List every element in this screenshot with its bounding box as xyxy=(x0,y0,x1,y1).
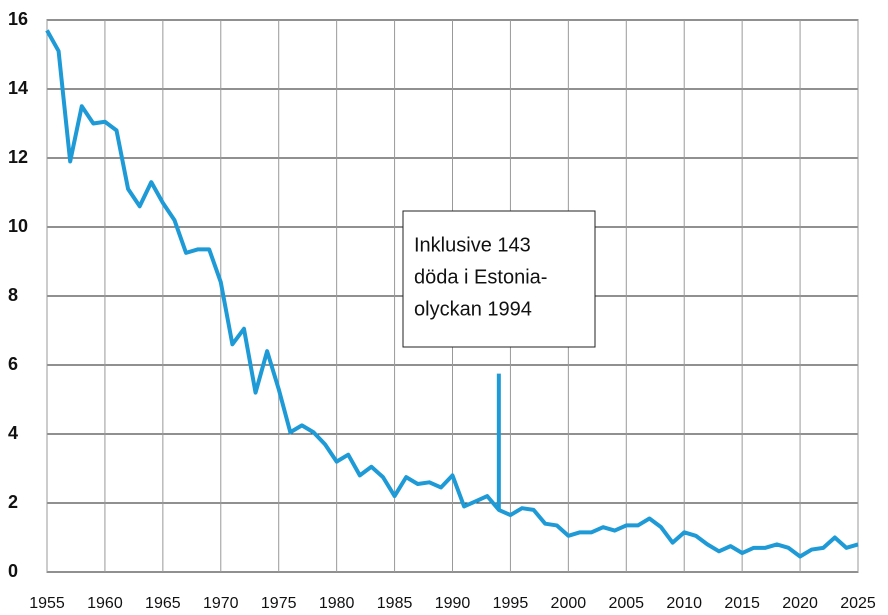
x-tick-label: 2020 xyxy=(782,595,818,612)
annotation-text: olyckan 1994 xyxy=(414,298,532,320)
y-tick-label: 2 xyxy=(8,492,18,512)
y-tick-label: 14 xyxy=(8,78,28,98)
x-tick-label: 2015 xyxy=(724,595,760,612)
x-tick-label: 2010 xyxy=(666,595,702,612)
x-tick-label: 1965 xyxy=(145,595,181,612)
x-tick-label: 1980 xyxy=(319,595,355,612)
x-tick-label: 1990 xyxy=(435,595,471,612)
y-tick-label: 6 xyxy=(8,354,18,374)
x-tick-label: 2000 xyxy=(551,595,587,612)
x-tick-label: 1960 xyxy=(87,595,123,612)
y-tick-label: 12 xyxy=(8,147,28,167)
annotation-text: Inklusive 143 xyxy=(414,234,531,256)
data-line xyxy=(45,29,859,559)
y-tick-label: 0 xyxy=(8,561,18,581)
y-tick-label: 4 xyxy=(8,423,18,443)
x-tick-label: 1975 xyxy=(261,595,297,612)
annotation-box xyxy=(402,210,596,348)
x-tick-label: 2025 xyxy=(840,595,876,612)
x-tick-label: 1970 xyxy=(203,595,239,612)
x-tick-label: 1985 xyxy=(377,595,413,612)
x-tick-label: 2005 xyxy=(608,595,644,612)
annotation-text: döda i Estonia- xyxy=(414,266,547,288)
x-tick-label: 1995 xyxy=(493,595,529,612)
y-tick-label: 10 xyxy=(8,216,28,236)
y-tick-label: 8 xyxy=(8,285,18,305)
x-tick-label: 1955 xyxy=(29,595,65,612)
y-tick-label: 16 xyxy=(8,9,28,29)
